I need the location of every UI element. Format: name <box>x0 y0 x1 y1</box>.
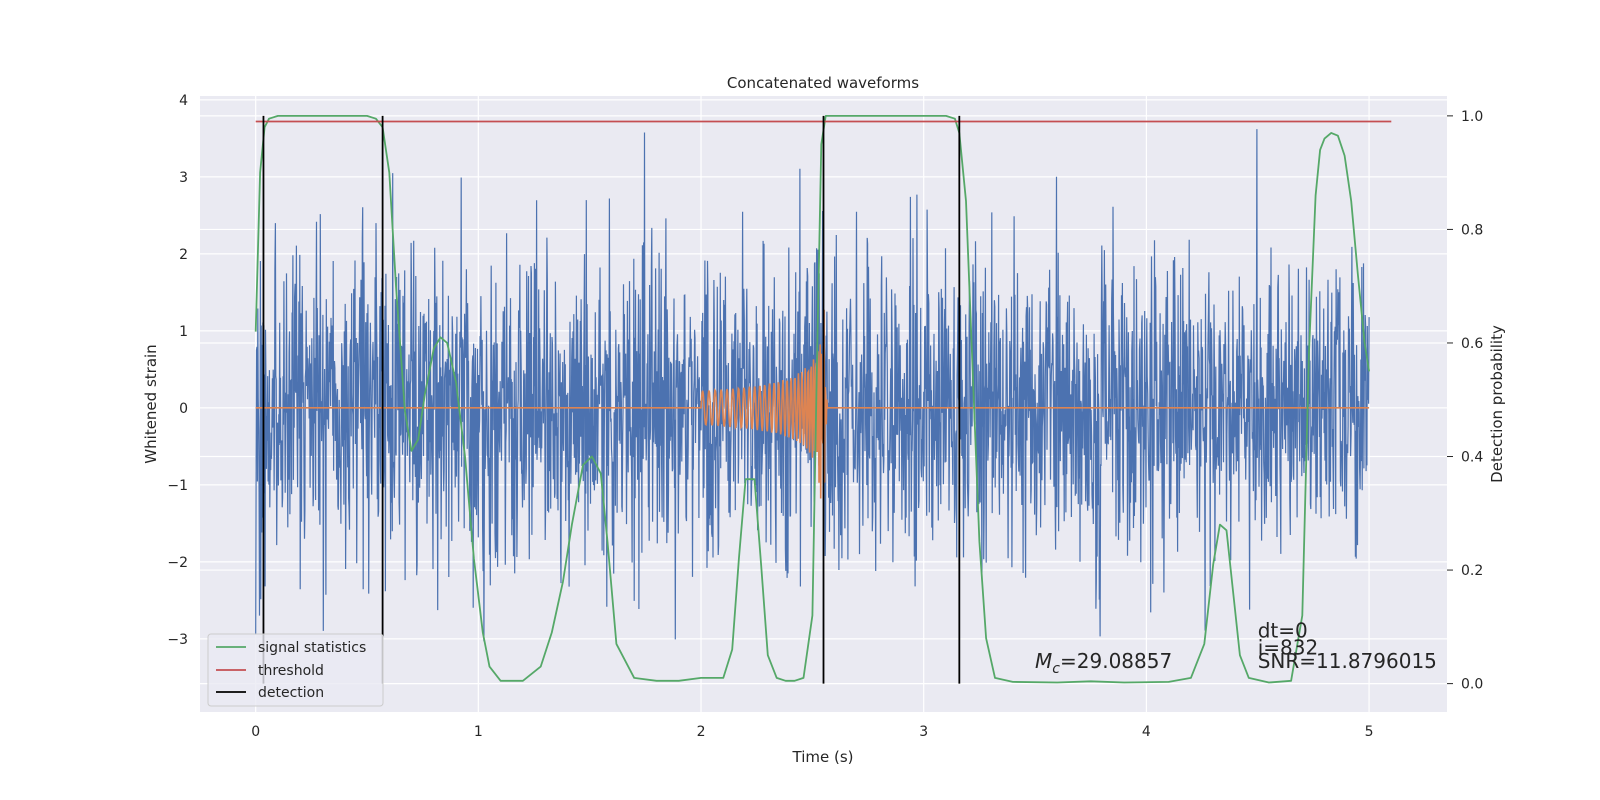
x-axis-label: Time (s) <box>792 748 854 766</box>
y-tick-label: 1 <box>179 324 188 340</box>
y-tick-label: 3 <box>179 170 188 186</box>
y-tick-label: −2 <box>167 555 188 571</box>
series-noise-line <box>255 129 1370 642</box>
x-tick-label: 3 <box>919 724 928 740</box>
y-right-tick-label: 0.8 <box>1461 222 1483 238</box>
x-tick-label: 4 <box>1142 724 1151 740</box>
chart-title: Concatenated waveforms <box>727 74 919 92</box>
legend: signal statistics threshold detection <box>207 633 384 707</box>
legend-label-threshold: threshold <box>258 663 324 679</box>
y-tick-label: −1 <box>167 478 188 494</box>
series-signal-statistics-line <box>254 115 1370 684</box>
y-right-tick-label: 0.2 <box>1461 563 1483 579</box>
annotation-mc: Mc=29.08857 <box>1035 649 1172 677</box>
x-tick-label: 5 <box>1365 724 1374 740</box>
y-right-tick-label: 0.6 <box>1461 336 1483 352</box>
y-right-tick-label: 0.4 <box>1461 450 1483 466</box>
y-axis-label-right: Detection probability <box>1488 325 1506 483</box>
x-tick-label: 0 <box>251 724 260 740</box>
legend-label-detection: detection <box>258 685 324 701</box>
y-right-tick-label: 1.0 <box>1461 109 1483 125</box>
y-tick-label: 4 <box>179 93 188 109</box>
tick-layer: 0 1 2 3 4 5 −3 −2 −1 0 1 2 3 4 0.0 0.2 0.4 0.6 0.8 1.0 <box>167 93 1483 740</box>
legend-label-signal-statistics: signal statistics <box>258 640 366 656</box>
legend-box <box>207 633 384 707</box>
x-tick-label: 2 <box>697 724 706 740</box>
x-tick-label: 1 <box>474 724 483 740</box>
series-layer <box>254 115 1392 684</box>
y-axis-label: Whitened strain <box>142 344 160 463</box>
y-tick-label: −3 <box>167 632 188 648</box>
y-tick-label: 2 <box>179 247 188 263</box>
annotation-i: i=832 <box>1258 635 1319 659</box>
y-right-tick-label: 0.0 <box>1461 677 1483 693</box>
series-chirp-line <box>255 309 1370 499</box>
annotation-snr: SNR=11.8796015 <box>1258 649 1437 673</box>
y-tick-label: 0 <box>179 401 188 417</box>
annotation-dt: dt=0 <box>1258 618 1308 642</box>
